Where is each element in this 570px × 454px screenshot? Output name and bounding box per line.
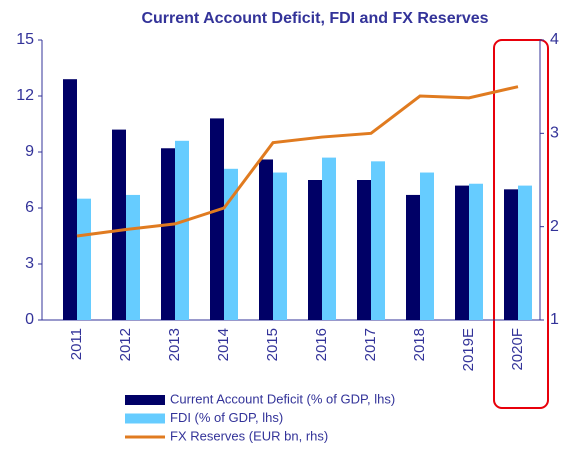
legend-label: FX Reserves (EUR bn, rhs) xyxy=(170,428,328,443)
chart-title: Current Account Deficit, FDI and FX Rese… xyxy=(141,10,488,27)
bar xyxy=(371,161,385,320)
legend-label: Current Account Deficit (% of GDP, lhs) xyxy=(170,391,395,406)
bar xyxy=(112,129,126,320)
x-tick-label: 2018 xyxy=(411,328,428,361)
legend-label: FDI (% of GDP, lhs) xyxy=(170,410,283,425)
bar xyxy=(259,159,273,320)
line-series xyxy=(76,85,519,238)
bar xyxy=(322,157,336,320)
x-tick-label: 2011 xyxy=(68,328,85,360)
x-tick-label: 2016 xyxy=(313,328,330,361)
bar xyxy=(224,168,238,320)
x-tick-label: 2020F xyxy=(509,328,526,371)
bar xyxy=(308,180,322,320)
y2-tick-label: 3 xyxy=(550,125,559,142)
bar xyxy=(455,185,469,320)
bar xyxy=(126,194,140,320)
y-tick-label: 3 xyxy=(25,255,34,272)
bar xyxy=(406,194,420,320)
x-tick-label: 2019E xyxy=(460,328,477,371)
bar xyxy=(210,118,224,321)
x-tick-label: 2013 xyxy=(166,328,183,361)
x-tick-label: 2017 xyxy=(362,328,379,361)
y2-tick-label: 1 xyxy=(550,311,559,328)
highlight-box xyxy=(493,39,549,409)
y-tick-label: 9 xyxy=(25,143,34,160)
bar xyxy=(77,198,91,320)
bar xyxy=(273,172,287,320)
bar xyxy=(161,148,175,320)
bar xyxy=(357,180,371,320)
bar xyxy=(175,140,189,320)
x-tick-label: 2015 xyxy=(264,328,281,361)
y2-tick-label: 2 xyxy=(550,218,559,235)
x-tick-label: 2014 xyxy=(215,328,232,361)
legend-swatch xyxy=(125,395,165,405)
y-tick-label: 12 xyxy=(16,87,34,104)
legend-swatch xyxy=(125,413,165,424)
y-tick-label: 0 xyxy=(25,311,34,328)
bar xyxy=(518,185,532,320)
y-tick-label: 15 xyxy=(16,31,34,48)
y2-tick-label: 4 xyxy=(550,31,559,48)
bar xyxy=(63,79,77,320)
bar xyxy=(420,172,434,320)
bar xyxy=(504,189,518,320)
x-tick-label: 2012 xyxy=(117,328,134,361)
y-tick-label: 6 xyxy=(25,199,34,216)
bar xyxy=(469,183,483,320)
